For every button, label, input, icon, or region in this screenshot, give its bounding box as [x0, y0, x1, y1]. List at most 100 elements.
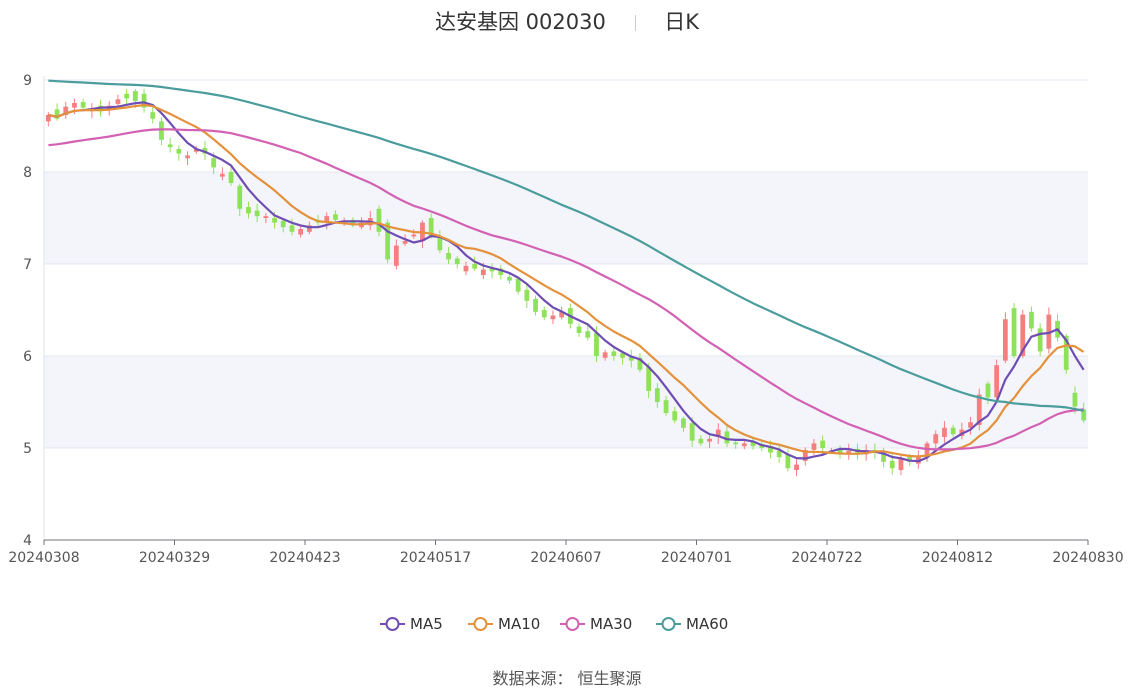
candle-body — [985, 383, 991, 398]
candle-body — [141, 93, 147, 108]
candle-body — [480, 269, 486, 276]
candle-body — [550, 315, 556, 320]
stock-name: 达安基因 — [434, 10, 519, 34]
candle-body — [898, 459, 904, 471]
candle-body — [889, 460, 895, 469]
candle-body — [785, 454, 791, 469]
candle-body — [176, 149, 182, 154]
candle-body — [794, 464, 799, 471]
candle-body — [219, 173, 225, 177]
candle-body — [263, 216, 269, 218]
candle-body — [1072, 392, 1078, 407]
candle-body — [950, 427, 956, 435]
ma-line-ma10 — [48, 103, 1085, 458]
candle-body — [698, 438, 704, 444]
candle-body — [272, 218, 277, 223]
title-separator — [634, 15, 636, 31]
stock-code: 002030 — [525, 10, 606, 34]
candle-body — [559, 311, 565, 318]
legend-marker-ma10 — [473, 617, 488, 631]
candle-body — [881, 451, 886, 462]
candle-body — [150, 112, 156, 119]
candle-body — [428, 218, 434, 237]
candle-body — [437, 236, 443, 251]
candle-body — [185, 155, 190, 159]
candle-body — [45, 114, 51, 122]
x-tick-label: 20240607 — [530, 550, 601, 566]
candle-body — [1081, 409, 1087, 421]
y-tick-label: 6 — [23, 349, 32, 365]
candle-body — [681, 418, 686, 428]
candle-body — [524, 289, 530, 301]
x-tick-label: 20240722 — [791, 550, 862, 566]
candle-body — [733, 442, 739, 445]
y-tick-label: 5 — [23, 441, 32, 457]
candle-body — [246, 206, 251, 214]
candle-body — [298, 229, 304, 235]
candle-body — [802, 449, 808, 461]
period-label: 日K — [664, 10, 699, 34]
source-name: 恒生聚源 — [577, 669, 642, 688]
candle-body — [811, 443, 817, 450]
candle-body — [585, 331, 591, 338]
candle-body — [707, 438, 712, 442]
candle-body — [533, 298, 538, 312]
candle-body — [159, 121, 164, 140]
candle-body — [750, 441, 756, 447]
candle-body — [507, 276, 512, 281]
candle-body — [994, 365, 1000, 398]
x-tick-label: 20240423 — [269, 550, 340, 566]
candle-body — [193, 149, 199, 152]
y-tick-label: 8 — [23, 165, 32, 181]
grid-band — [44, 172, 1088, 264]
candle-body — [1020, 314, 1026, 356]
candle-body — [968, 422, 973, 428]
candle-body — [1011, 308, 1017, 356]
candle-body — [942, 427, 947, 437]
candle-body — [846, 450, 852, 455]
candle-body — [63, 106, 69, 115]
y-tick-label: 7 — [23, 257, 32, 273]
candle-body — [237, 185, 243, 209]
candle-body — [837, 448, 843, 453]
candle-body — [446, 252, 451, 260]
candle-body — [115, 99, 121, 104]
candle-body — [463, 265, 469, 272]
candle-body — [672, 411, 678, 421]
candle-body — [594, 333, 599, 356]
x-tick-label: 20240701 — [661, 550, 732, 566]
candle-body — [1046, 314, 1052, 349]
candle-body — [124, 93, 130, 99]
grid-band — [44, 356, 1088, 448]
legend-label-ma10: MA10 — [498, 615, 540, 633]
candle-body — [411, 234, 417, 237]
candle-body — [333, 214, 338, 220]
candle-body — [620, 353, 625, 358]
candle-body — [393, 245, 399, 266]
candle-body — [385, 222, 391, 260]
candle-body — [915, 455, 921, 464]
candle-body — [820, 440, 826, 448]
candle-body — [741, 443, 747, 447]
legend-marker-ma5 — [385, 617, 400, 631]
x-tick-label: 20240812 — [922, 550, 993, 566]
ma-line-ma5 — [48, 101, 1085, 463]
chart-title: 达安基因 002030 日K — [0, 6, 1134, 36]
x-tick-label: 20240329 — [139, 550, 210, 566]
candle-body — [498, 268, 504, 276]
legend-label-ma5: MA5 — [410, 615, 443, 633]
candle-body — [280, 220, 286, 228]
candle-body — [628, 356, 634, 361]
candle-body — [724, 431, 730, 444]
legend-marker-ma60 — [661, 617, 676, 631]
candle-body — [663, 400, 669, 414]
candle-body — [228, 172, 234, 184]
candle-body — [611, 351, 617, 356]
candle-body — [350, 219, 356, 226]
candle-body — [654, 388, 660, 402]
candle-body — [1029, 311, 1034, 329]
candle-body — [924, 443, 930, 458]
candle-body — [933, 434, 939, 444]
candle-body — [289, 225, 295, 232]
